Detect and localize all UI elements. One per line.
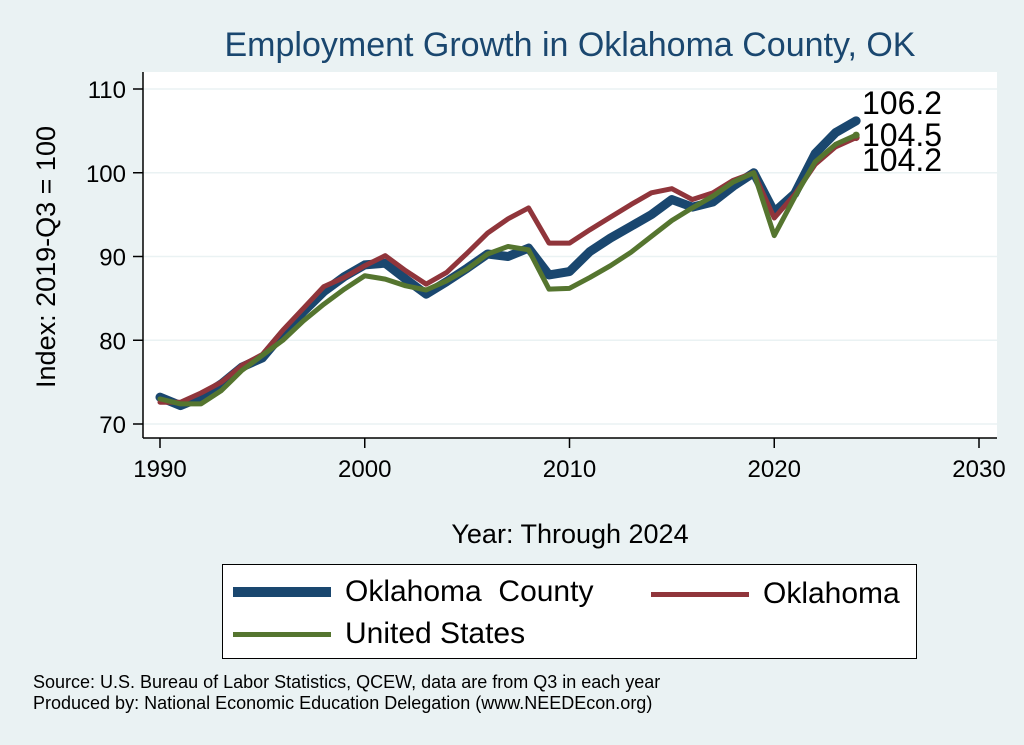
legend-item-oklahoma-county: Oklahoma County xyxy=(233,575,593,609)
legend: Oklahoma County Oklahoma United States xyxy=(222,564,917,659)
legend-item-oklahoma: Oklahoma xyxy=(651,577,900,611)
legend-swatch-united-states xyxy=(233,631,331,637)
source-note: Source: U.S. Bureau of Labor Statistics,… xyxy=(33,672,660,714)
y-tick-label: 110 xyxy=(88,77,126,104)
y-tick-label: 80 xyxy=(99,328,126,355)
series-end-marker xyxy=(852,117,860,125)
legend-label-oklahoma: Oklahoma xyxy=(763,577,900,610)
y-axis-title: Index: 2019-Q3 = 100 xyxy=(31,126,61,388)
series-end-marker xyxy=(852,131,860,139)
y-tick-label: 100 xyxy=(86,161,126,188)
x-tick-label: 2000 xyxy=(338,456,391,483)
y-tick-label: 70 xyxy=(99,412,126,439)
legend-item-united-states: United States xyxy=(233,617,525,651)
y-tick-label: 90 xyxy=(99,245,126,272)
end-value-label: 104.5 xyxy=(862,117,942,153)
end-value-label: 104.2 xyxy=(862,142,942,178)
source-line: Source: U.S. Bureau of Labor Statistics,… xyxy=(33,672,661,692)
x-tick-label: 2030 xyxy=(952,456,1005,483)
legend-swatch-oklahoma-county xyxy=(233,587,331,597)
end-value-label: 106.2 xyxy=(862,85,942,121)
legend-label-oklahoma-county: Oklahoma County xyxy=(345,575,594,608)
x-axis-title: Year: Through 2024 xyxy=(451,519,688,549)
series-line-united-states xyxy=(157,132,859,407)
legend-label-united-states: United States xyxy=(345,617,526,650)
legend-swatch-oklahoma xyxy=(651,591,749,597)
x-tick-label: 1990 xyxy=(133,456,186,483)
x-tick-label: 2010 xyxy=(543,456,596,483)
producer-line: Produced by: National Economic Education… xyxy=(33,693,653,713)
chart-title: Employment Growth in Oklahoma County, OK xyxy=(224,26,916,64)
x-tick-label: 2020 xyxy=(748,456,801,483)
